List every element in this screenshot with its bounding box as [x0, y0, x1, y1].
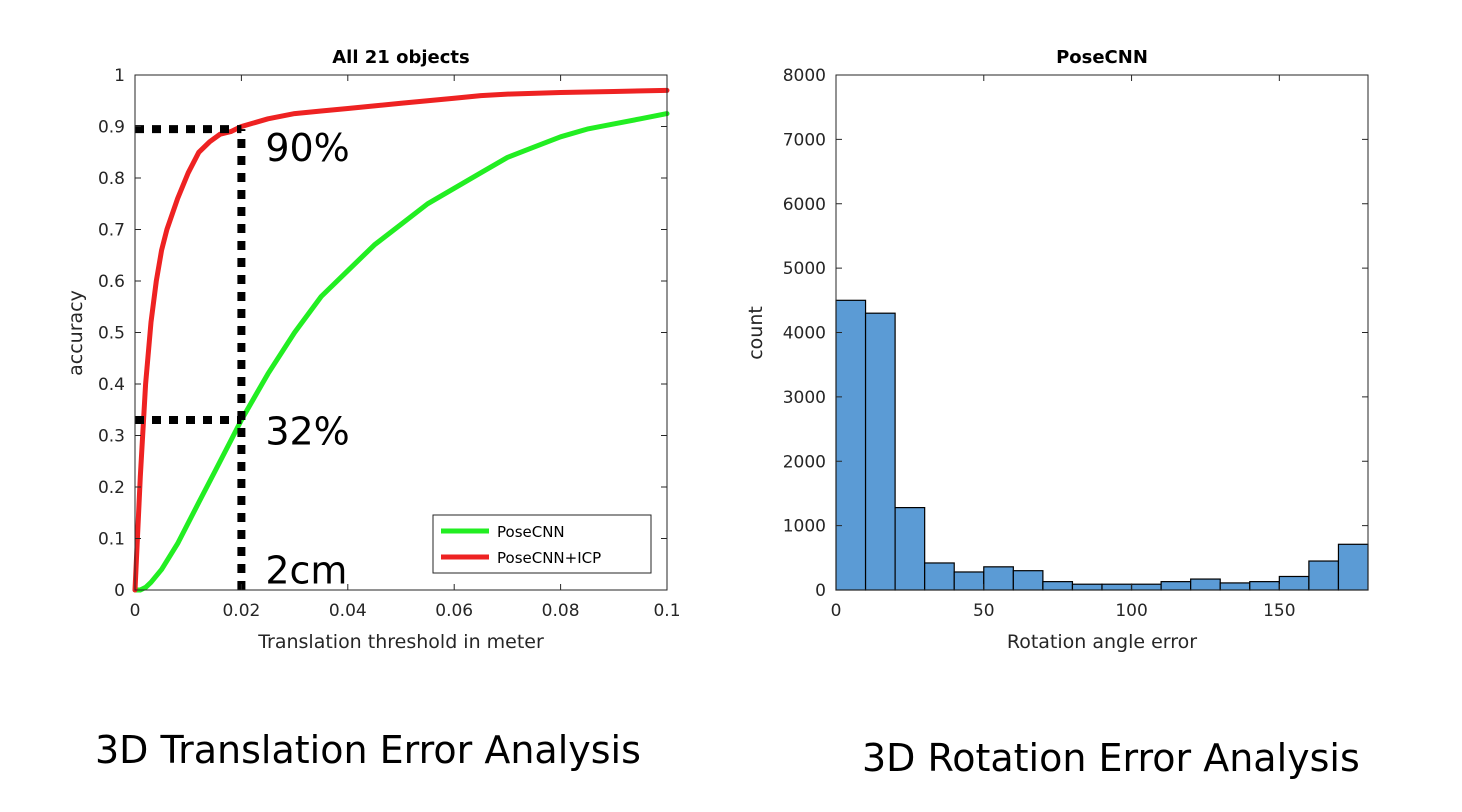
- y-tick-label: 8000: [783, 66, 826, 86]
- annotation-label: 2cm: [265, 548, 347, 592]
- x-tick-label: 0.02: [222, 601, 260, 621]
- histogram-bar: [1190, 578, 1221, 591]
- x-tick-label: 0: [130, 601, 141, 621]
- y-tick-label: 0.7: [98, 221, 125, 241]
- y-axis-label: count: [745, 306, 767, 360]
- x-tick-label: 0.04: [329, 601, 367, 621]
- histogram-bar: [983, 566, 1014, 591]
- histogram-bar: [1012, 570, 1044, 591]
- legend-label: PoseCNN: [497, 523, 565, 541]
- x-axis-label: Translation threshold in meter: [257, 631, 544, 653]
- plot-area: 0 0.02 0.04 0.06 0.08 0.1 0 0.1 0.2 0.3 0.4 0.5 0.6 0…: [98, 66, 681, 621]
- y-tick-label: 1000: [783, 517, 826, 537]
- x-tick-label: 100: [1115, 601, 1147, 621]
- legend-label: PoseCNN+ICP: [497, 549, 601, 567]
- histogram-bar: [1337, 543, 1369, 591]
- histogram-bar: [1308, 560, 1340, 591]
- legend-box: [432, 514, 652, 574]
- series-line-0: [132, 111, 670, 593]
- x-tick-label: 50: [973, 601, 995, 621]
- y-tick-label: 0: [815, 581, 826, 601]
- histogram-bar: [1101, 583, 1133, 591]
- annotation-label: 90%: [265, 126, 349, 170]
- y-tick-label: 0.4: [98, 375, 125, 395]
- rotation-caption: 3D Rotation Error Analysis: [862, 736, 1360, 780]
- chart-title: All 21 objects: [332, 47, 469, 68]
- histogram-bar: [894, 507, 926, 591]
- y-tick-label: 0.5: [98, 324, 125, 344]
- y-tick-label: 0.6: [98, 272, 125, 292]
- chart-title: PoseCNN: [1056, 47, 1148, 68]
- y-tick-label: 0.8: [98, 169, 125, 189]
- y-tick-label: 6000: [783, 195, 826, 215]
- y-tick-label: 3000: [783, 388, 826, 408]
- histogram-bar: [1278, 575, 1310, 591]
- translation-accuracy-chart: All 21 objects 0 0.02 0.04 0.06 0.08 0.100.10…: [65, 47, 681, 653]
- histogram-bar: [864, 312, 896, 591]
- y-axis-label: accuracy: [65, 290, 87, 376]
- histogram-bar: [835, 299, 867, 591]
- translation-caption: 3D Translation Error Analysis: [95, 728, 641, 772]
- x-tick-label: 0.08: [542, 601, 580, 621]
- histogram-bar: [1042, 581, 1074, 591]
- y-tick-label: 4000: [783, 324, 826, 344]
- histogram-bar: [1160, 581, 1192, 591]
- x-tick-label: 0.06: [435, 601, 473, 621]
- annotation-label: 32%: [265, 409, 349, 453]
- x-tick-label: 0.1: [653, 601, 680, 621]
- histogram-bar: [1249, 581, 1280, 591]
- histogram-bar: [1219, 582, 1251, 591]
- axes-box: [134, 74, 668, 591]
- y-tick-label: 2000: [783, 452, 826, 472]
- y-tick-label: 0.3: [98, 427, 125, 447]
- plot-area: 0 50 100 150 0 1000 2000 3000 4000 5000 6000 7000 80…: [783, 66, 1369, 621]
- y-tick-label: 5000: [783, 259, 826, 279]
- x-tick-label: 150: [1263, 601, 1295, 621]
- y-tick-label: 0: [114, 581, 125, 601]
- histogram-bar: [953, 571, 985, 591]
- y-tick-label: 0.1: [98, 530, 125, 550]
- histogram-bar: [1071, 583, 1103, 591]
- x-axis-label: Rotation angle error: [1007, 631, 1197, 653]
- y-tick-label: 0.9: [98, 118, 125, 138]
- y-tick-label: 0.2: [98, 478, 125, 498]
- x-tick-label: 0: [831, 601, 842, 621]
- axes-box: [835, 74, 1369, 591]
- histogram-bar: [1130, 583, 1162, 591]
- histogram-bar: [924, 562, 955, 591]
- y-tick-label: 1: [114, 66, 125, 86]
- y-tick-label: 7000: [783, 130, 826, 150]
